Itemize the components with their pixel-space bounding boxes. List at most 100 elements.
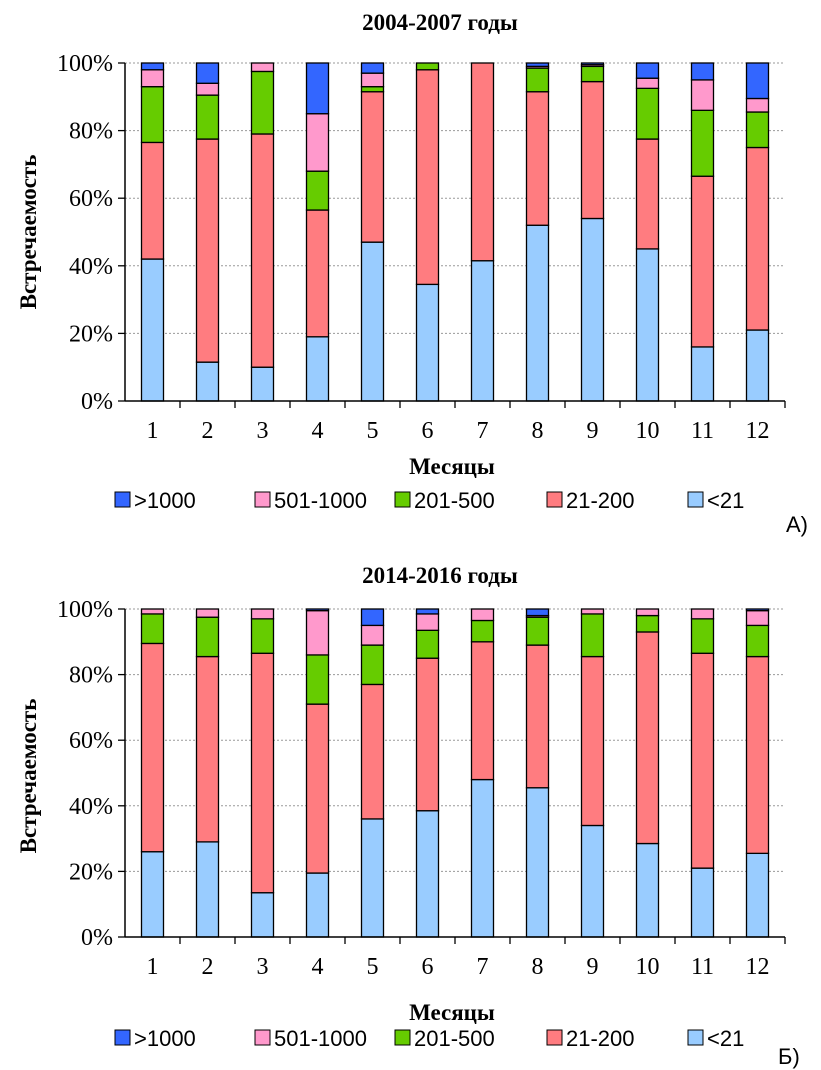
chart-a-yticks: 0% 20% 40% 60% 80% 100% (57, 51, 113, 415)
chart-a-ytick-label: 100% (57, 51, 113, 77)
chart-a-bar-segment (525, 67, 550, 93)
chart-a-bar-segment (635, 248, 660, 402)
chart-b-xtick-label: 9 (587, 954, 599, 980)
chart-b-bar-segment (525, 644, 550, 789)
chart-a-bar-segment (140, 258, 165, 402)
chart-b: 2014-2016 годы Встречаемость Месяцы Б) 0… (16, 563, 800, 1069)
chart-a-bars (140, 62, 770, 402)
chart-b-xtick-label: 2 (202, 954, 214, 980)
chart-b-ytick-label: 20% (69, 859, 113, 885)
chart-a-bar-segment (195, 62, 220, 84)
chart-b-bar-segment (635, 842, 660, 938)
chart-a-bar-segment (195, 82, 220, 96)
chart-b-bar-segment (140, 613, 165, 645)
chart-b-bar-segment (745, 852, 770, 938)
chart-b-bar-segment (195, 841, 220, 938)
chart-a-bar-segment (195, 138, 220, 363)
chart-a-bar-segment (360, 72, 385, 88)
chart-a-legend-label: 201-500 (414, 488, 495, 513)
chart-a-bar-segment (305, 62, 330, 115)
chart-b-legend-label: 21-200 (566, 1026, 635, 1051)
chart-a-xtick-label: 3 (257, 418, 269, 444)
chart-b-bar-segment (305, 872, 330, 938)
chart-b-bar-segment (470, 641, 495, 781)
chart-a-bar-segment (250, 133, 275, 368)
chart-b-bar-segment (470, 778, 495, 938)
chart-a-bar-segment (690, 62, 715, 81)
chart-a-gridlines (125, 62, 785, 334)
chart-b-bar-segment (635, 608, 660, 617)
chart-b-bar-segment (635, 614, 660, 633)
chart-a-xtick-label: 1 (147, 418, 159, 444)
chart-a-legend-swatch (254, 491, 271, 508)
chart-b-xtick-label: 3 (257, 954, 269, 980)
chart-b-bar-segment (470, 608, 495, 622)
chart-a-bar-segment (195, 94, 220, 140)
chart-a-xtick-label: 10 (636, 418, 660, 444)
chart-a-bar-segment (635, 138, 660, 250)
chart-b-yticks: 0% 20% 40% 60% 80% 100% (57, 597, 113, 951)
chart-b-bar-segment (360, 644, 385, 686)
chart-a-bar-segment (140, 141, 165, 260)
chart-b-gridlines (125, 608, 785, 872)
chart-a-xtick-label: 4 (312, 418, 324, 444)
chart-a-ytick-label: 40% (69, 254, 113, 280)
chart-a-xtick-label: 11 (691, 418, 714, 444)
chart-b-xtick-label: 10 (636, 954, 660, 980)
chart-b-xtick-label: 5 (367, 954, 379, 980)
chart-b-bar-segment (415, 608, 440, 615)
chart-a-bar-segment (360, 91, 385, 243)
chart-a-xtick-label: 9 (587, 418, 599, 444)
chart-a-bar-segment (360, 62, 385, 74)
chart-b-bar-segment (580, 613, 605, 658)
chart-a-legend-label: >1000 (134, 488, 196, 513)
chart-b-legend-swatch (254, 1029, 271, 1046)
chart-a-bar-segment (690, 175, 715, 348)
chart-a-xtick-label: 5 (367, 418, 379, 444)
chart-b-bar-segment (305, 703, 330, 874)
chart-a-bar-segment (140, 62, 165, 71)
chart-b-bar-segment (690, 652, 715, 869)
chart-b-bar-segment (525, 616, 550, 646)
chart-a-bar-segment (580, 62, 605, 66)
chart-b-xlabel: Месяцы (409, 1000, 495, 1025)
chart-b-bar-segment (250, 892, 275, 938)
chart-a-ytick-label: 20% (69, 321, 113, 347)
chart-b-xtick-label: 6 (422, 954, 434, 980)
chart-b-bar-segment (360, 608, 385, 627)
chart-b-bar-segment (305, 654, 330, 705)
chart-a-bar-segment (140, 69, 165, 88)
chart-a: 2004-2007 годы Встречаемость Месяцы А) 0… (16, 10, 808, 537)
chart-a-legend-swatch (114, 491, 131, 508)
chart-a-bar-segment (305, 170, 330, 211)
chart-a-ytick-label: 80% (69, 119, 113, 145)
chart-b-bar-segment (195, 655, 220, 843)
chart-a-bar-segment (415, 62, 440, 71)
chart-a-xtick-label: 6 (422, 418, 434, 444)
chart-b-bar-segment (525, 608, 550, 617)
chart-b-bar-segment (140, 642, 165, 853)
chart-a-legend: >1000 501-1000 201-500 21-200 <21 (114, 488, 744, 513)
chart-a-ylabel: Встречаемость (16, 155, 41, 310)
chart-b-bar-segment (690, 608, 715, 620)
chart-a-bar-segment (305, 113, 330, 172)
chart-b-bar-segment (195, 608, 220, 618)
chart-a-axes (118, 62, 786, 408)
chart-a-bar-segment (470, 62, 495, 262)
chart-a-xtick-label: 7 (477, 418, 489, 444)
chart-a-bar-segment (745, 97, 770, 113)
chart-a-legend-label: 21-200 (566, 488, 635, 513)
chart-b-legend-swatch (394, 1029, 411, 1046)
chart-a-bar-segment (690, 109, 715, 177)
chart-a-bar-segment (525, 62, 550, 68)
chart-a-bar-segment (690, 79, 715, 111)
chart-a-bar-segment (580, 65, 605, 83)
chart-b-bar-segment (140, 608, 165, 615)
chart-b-bar-segment (580, 608, 605, 615)
chart-b-bar-segment (250, 652, 275, 894)
chart-b-ytick-label: 60% (69, 728, 113, 754)
chart-a-bar-segment (305, 209, 330, 338)
chart-a-bar-segment (360, 241, 385, 402)
chart-a-bar-segment (525, 91, 550, 226)
